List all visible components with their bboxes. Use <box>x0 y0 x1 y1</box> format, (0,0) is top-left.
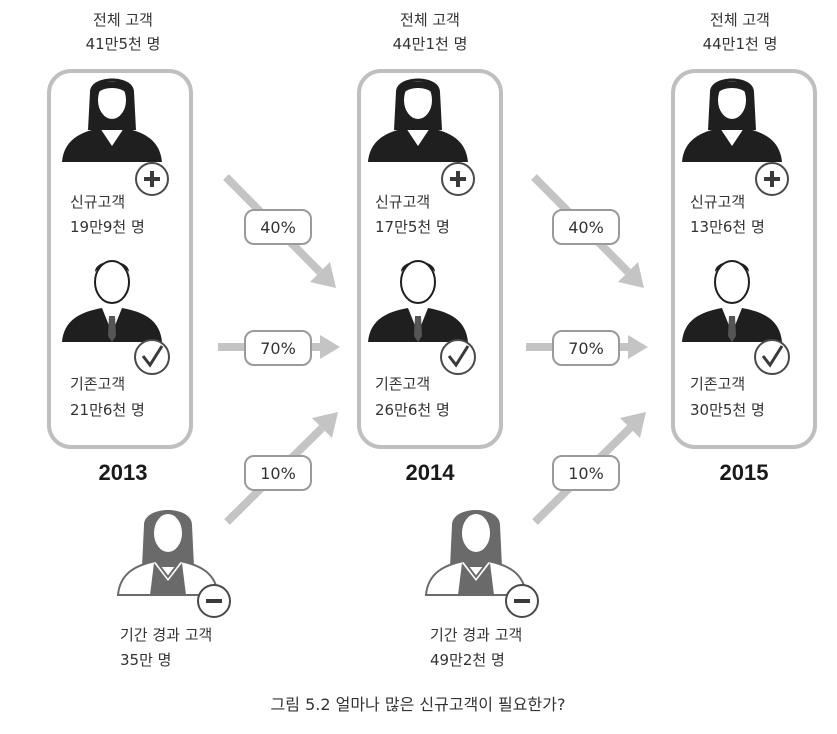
total-label-2014: 전체 고객 <box>400 11 460 29</box>
man-check-icon <box>61 260 170 375</box>
pill-existing-retained-2013 <box>244 330 312 366</box>
pill-existing-retained-2014 <box>552 330 620 366</box>
woman-plus-icon <box>61 77 169 196</box>
pill-new-to-existing-2013 <box>244 209 312 245</box>
man-check-icon <box>681 260 790 375</box>
rate-existing-retained-2013: 70% <box>260 339 296 358</box>
rate-existing-retained-2014: 70% <box>568 339 604 358</box>
lapsed-value-2: 49만2천 명 <box>430 651 505 669</box>
existing-customer-value-2015: 30만5천 명 <box>690 401 765 419</box>
existing-customer-label-2015: 기존고객 <box>690 375 745 393</box>
pill-new-to-existing-2014 <box>552 209 620 245</box>
year-box-2013 <box>47 69 193 449</box>
woman-plus-icon <box>681 77 789 196</box>
pill-lapsed-return-2013 <box>244 455 312 491</box>
total-label-2013: 전체 고객 <box>93 11 153 29</box>
figure-caption: 그림 5.2 얼마나 많은 신규고객이 필요한가? <box>271 695 566 714</box>
rate-lapsed-return-2014: 10% <box>568 464 604 483</box>
year-box-2014 <box>357 69 503 449</box>
existing-customer-value-2013: 21만6천 명 <box>70 401 145 419</box>
pill-lapsed-return-2014 <box>552 455 620 491</box>
new-customer-label-2014: 신규고객 <box>375 193 430 211</box>
woman-plus-icon <box>367 77 475 196</box>
existing-customer-label-2013: 기존고객 <box>70 375 125 393</box>
rate-new-to-existing-2013: 40% <box>260 218 296 237</box>
woman-minus-icon <box>117 509 231 618</box>
existing-customer-value-2014: 26만6천 명 <box>375 401 450 419</box>
year-label-2013: 2013 <box>99 460 148 485</box>
year-box-2015 <box>671 69 817 449</box>
total-value-2015: 44만1천 명 <box>703 35 778 53</box>
total-value-2014: 44만1천 명 <box>393 35 468 53</box>
rate-lapsed-return-2013: 10% <box>260 464 296 483</box>
man-check-icon <box>367 260 476 375</box>
new-customer-value-2014: 17만5천 명 <box>375 218 450 236</box>
existing-customer-label-2014: 기존고객 <box>375 375 430 393</box>
lapsed-value-1: 35만 명 <box>120 651 171 669</box>
new-customer-label-2013: 신규고객 <box>70 193 125 211</box>
year-label-2015: 2015 <box>720 460 769 485</box>
rate-new-to-existing-2014: 40% <box>568 218 604 237</box>
new-customer-label-2015: 신규고객 <box>690 193 745 211</box>
year-label-2014: 2014 <box>406 460 456 485</box>
new-customer-value-2013: 19만9천 명 <box>70 218 145 236</box>
new-customer-value-2015: 13만6천 명 <box>690 218 765 236</box>
total-value-2013: 41만5천 명 <box>86 35 161 53</box>
total-label-2015: 전체 고객 <box>710 11 770 29</box>
lapsed-label-2: 기간 경과 고객 <box>430 626 522 644</box>
lapsed-label-1: 기간 경과 고객 <box>120 626 212 644</box>
woman-minus-icon <box>425 509 539 618</box>
